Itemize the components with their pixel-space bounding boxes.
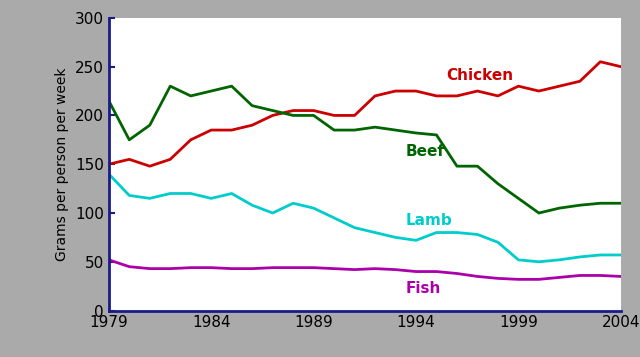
Text: Beef: Beef	[406, 145, 445, 160]
Text: Lamb: Lamb	[406, 213, 452, 228]
Y-axis label: Grams per person per week: Grams per person per week	[56, 67, 69, 261]
Text: Fish: Fish	[406, 281, 441, 296]
Text: Chicken: Chicken	[447, 68, 514, 83]
